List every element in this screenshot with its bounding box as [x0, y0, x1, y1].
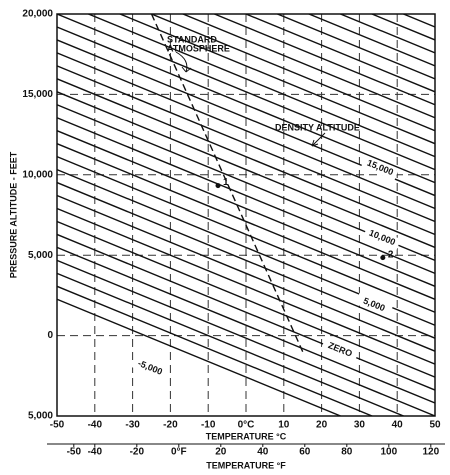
- density-altitude-line: [57, 259, 435, 416]
- density-altitude-line: [244, 14, 435, 93]
- x-tick-label: 40: [392, 420, 404, 431]
- density-altitude-line: [57, 181, 435, 339]
- x2-tick-label: 60: [299, 447, 311, 458]
- x2-axis-label: TEMPERATURE °F: [206, 460, 286, 470]
- label-bg: [131, 355, 169, 381]
- density-altitude-line: [57, 285, 374, 416]
- x2-tick-label: 20: [215, 447, 227, 458]
- density-altitude-line: [57, 130, 435, 287]
- density-altitude-line: [57, 207, 435, 365]
- x2-tick-label: 80: [341, 447, 353, 458]
- label-bg: [361, 155, 399, 181]
- density-altitude-line: [57, 117, 435, 275]
- point: [380, 255, 386, 261]
- point-label: 1: [223, 177, 229, 188]
- x2-tick-label: -20: [130, 447, 145, 458]
- x-tick-label: -40: [88, 420, 103, 431]
- x-tick-label: 0°C: [238, 420, 255, 431]
- y-tick-label: 15,000: [22, 89, 53, 100]
- x2-tick-label: -50: [67, 447, 82, 458]
- density-altitude-line: [57, 26, 435, 184]
- x-tick-label: -30: [125, 420, 140, 431]
- label-bg: [321, 337, 359, 363]
- density-altitude-line: [57, 65, 435, 223]
- point-label: 2: [388, 249, 394, 260]
- y-tick-label: 5,000: [28, 411, 53, 422]
- density-altitude-line: [275, 14, 435, 80]
- density-altitude-line: [57, 233, 435, 391]
- x2-tick-label: 40: [257, 447, 269, 458]
- density-altitude-line: [57, 52, 435, 210]
- x-tick-label: 10: [278, 420, 290, 431]
- annotation: ATMOSPHERE: [167, 43, 230, 53]
- arrow: [311, 132, 326, 147]
- density-altitude-line: [86, 14, 435, 158]
- x-tick-label: -20: [163, 420, 178, 431]
- standard-atmosphere-line: [150, 14, 304, 352]
- density-altitude-line: [57, 194, 435, 352]
- y-tick-label: 10,000: [22, 169, 53, 180]
- x2-tick-label: -40: [88, 447, 103, 458]
- y-tick-label: 5,000: [28, 250, 53, 261]
- x-tick-label: -10: [201, 420, 216, 431]
- density-altitude-line: [57, 220, 435, 378]
- x2-tick-label: 100: [380, 447, 397, 458]
- point: [215, 183, 221, 189]
- y-axis-label: PRESSURE ALTITUDE - FEET: [8, 151, 18, 278]
- density-altitude-line: [212, 14, 435, 106]
- density-altitude-line: [181, 14, 435, 119]
- x-tick-label: 50: [429, 420, 441, 431]
- y-tick-label: 20,000: [22, 9, 53, 20]
- annotation: DENSITY ALTITUDE: [275, 122, 360, 132]
- annotation: STANDARD: [167, 34, 217, 44]
- density-altitude-line: [338, 14, 435, 54]
- arrow: [175, 51, 192, 73]
- x-tick-label: 30: [354, 420, 366, 431]
- x2-tick-label: 120: [422, 447, 439, 458]
- density-altitude-line: [57, 272, 406, 416]
- density-altitude-line: [57, 78, 435, 236]
- density-altitude-line: [307, 14, 435, 67]
- density-altitude-line: [57, 155, 435, 313]
- density-altitude-line: [57, 143, 435, 300]
- x-tick-label: -50: [50, 420, 65, 431]
- density-altitude-line: [57, 298, 343, 416]
- x2-tick-label: 0°F: [171, 447, 187, 458]
- label-bg: [363, 225, 401, 251]
- plot-area: [57, 14, 435, 416]
- plot-border: [56, 13, 436, 417]
- x-axis-label: TEMPERATURE °C: [206, 431, 287, 441]
- label-bg: [355, 292, 393, 318]
- density-altitude-line: [57, 14, 435, 171]
- density-altitude-line: [149, 14, 435, 132]
- x-tick-label: 20: [316, 420, 328, 431]
- y-tick-label: 0: [47, 330, 53, 341]
- density-altitude-line: [57, 91, 435, 249]
- density-altitude-line: [57, 246, 435, 404]
